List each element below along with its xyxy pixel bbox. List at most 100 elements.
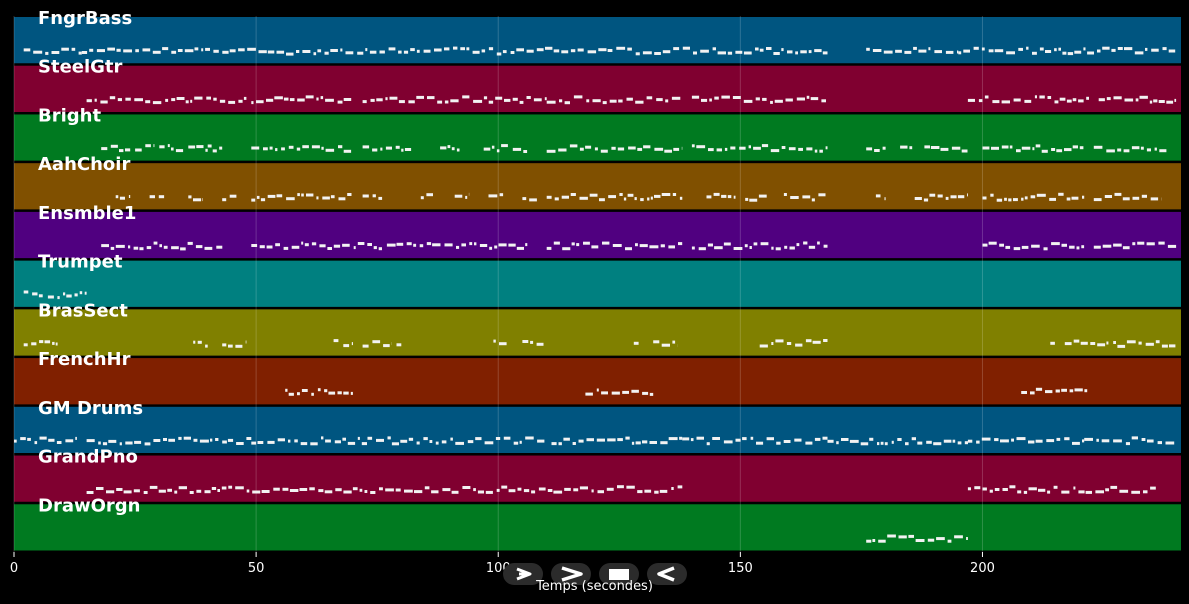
note	[594, 147, 598, 151]
note	[1174, 98, 1177, 102]
note	[654, 147, 664, 151]
note	[163, 438, 167, 441]
note	[974, 486, 981, 490]
note	[770, 149, 780, 153]
note	[1064, 342, 1072, 346]
note	[144, 442, 151, 446]
note	[416, 49, 420, 53]
note	[495, 96, 503, 100]
note	[116, 48, 121, 52]
note-cluster	[982, 241, 1085, 251]
note	[1073, 339, 1080, 343]
fast-forward-button[interactable]	[551, 563, 591, 585]
note-cluster	[546, 193, 683, 202]
note	[74, 293, 78, 297]
stop-button[interactable]	[599, 563, 639, 585]
note	[460, 47, 465, 51]
note	[450, 99, 459, 103]
note	[217, 489, 220, 492]
note	[317, 49, 322, 53]
note	[501, 144, 508, 148]
note	[1067, 52, 1074, 56]
note	[125, 97, 131, 101]
note	[286, 197, 295, 201]
play-button[interactable]	[503, 563, 543, 585]
note	[673, 47, 680, 51]
note	[1072, 98, 1077, 102]
note-cluster	[440, 145, 460, 152]
note	[227, 438, 234, 442]
note	[721, 194, 727, 198]
note	[306, 193, 314, 197]
note	[378, 196, 383, 200]
note	[362, 100, 367, 104]
note	[1021, 245, 1029, 249]
note	[343, 98, 352, 101]
note	[453, 46, 458, 50]
note	[744, 244, 748, 248]
note	[1028, 487, 1037, 491]
note	[171, 50, 177, 54]
note	[1069, 389, 1074, 393]
note	[246, 489, 250, 493]
note	[1050, 341, 1055, 345]
note	[472, 50, 480, 54]
note	[730, 146, 736, 150]
note	[825, 146, 828, 150]
note	[1013, 98, 1021, 102]
note	[245, 340, 247, 344]
note	[391, 442, 399, 446]
note-cluster	[1098, 95, 1177, 104]
note	[325, 439, 331, 443]
note	[930, 146, 940, 149]
note	[158, 195, 165, 199]
track-band	[14, 260, 1181, 308]
note	[251, 198, 256, 202]
note	[538, 487, 546, 491]
note	[544, 97, 547, 101]
note	[256, 195, 260, 199]
note	[379, 487, 383, 491]
note-cluster	[115, 195, 131, 200]
note	[513, 441, 519, 445]
note	[408, 437, 414, 441]
note	[100, 100, 108, 104]
note	[180, 247, 186, 251]
note	[285, 388, 288, 392]
note	[759, 344, 768, 348]
note	[343, 344, 350, 348]
note	[1168, 49, 1176, 53]
note	[991, 146, 999, 150]
note	[266, 245, 273, 249]
note-cluster	[866, 146, 886, 152]
note	[61, 47, 69, 51]
note	[1138, 341, 1142, 345]
note-cluster	[396, 242, 528, 250]
note	[546, 246, 552, 250]
note	[755, 47, 759, 51]
note-cluster	[1093, 241, 1177, 250]
note	[1149, 100, 1153, 104]
note	[134, 440, 142, 444]
note	[668, 437, 678, 441]
rewind-button[interactable]	[647, 563, 687, 585]
note	[914, 197, 922, 200]
note	[261, 490, 270, 493]
note	[600, 149, 608, 153]
note	[196, 489, 202, 493]
note	[378, 247, 382, 251]
note	[796, 243, 800, 247]
note-cluster	[1113, 340, 1176, 348]
note	[1093, 145, 1103, 149]
note	[1078, 490, 1085, 494]
note	[204, 246, 213, 250]
note	[1113, 243, 1122, 247]
note	[385, 146, 392, 150]
x-tick-label: 200	[970, 561, 995, 576]
note	[1017, 490, 1022, 494]
note-cluster	[222, 340, 247, 348]
note	[340, 48, 343, 52]
note	[1009, 485, 1016, 489]
note	[1061, 490, 1070, 494]
note	[395, 488, 401, 492]
